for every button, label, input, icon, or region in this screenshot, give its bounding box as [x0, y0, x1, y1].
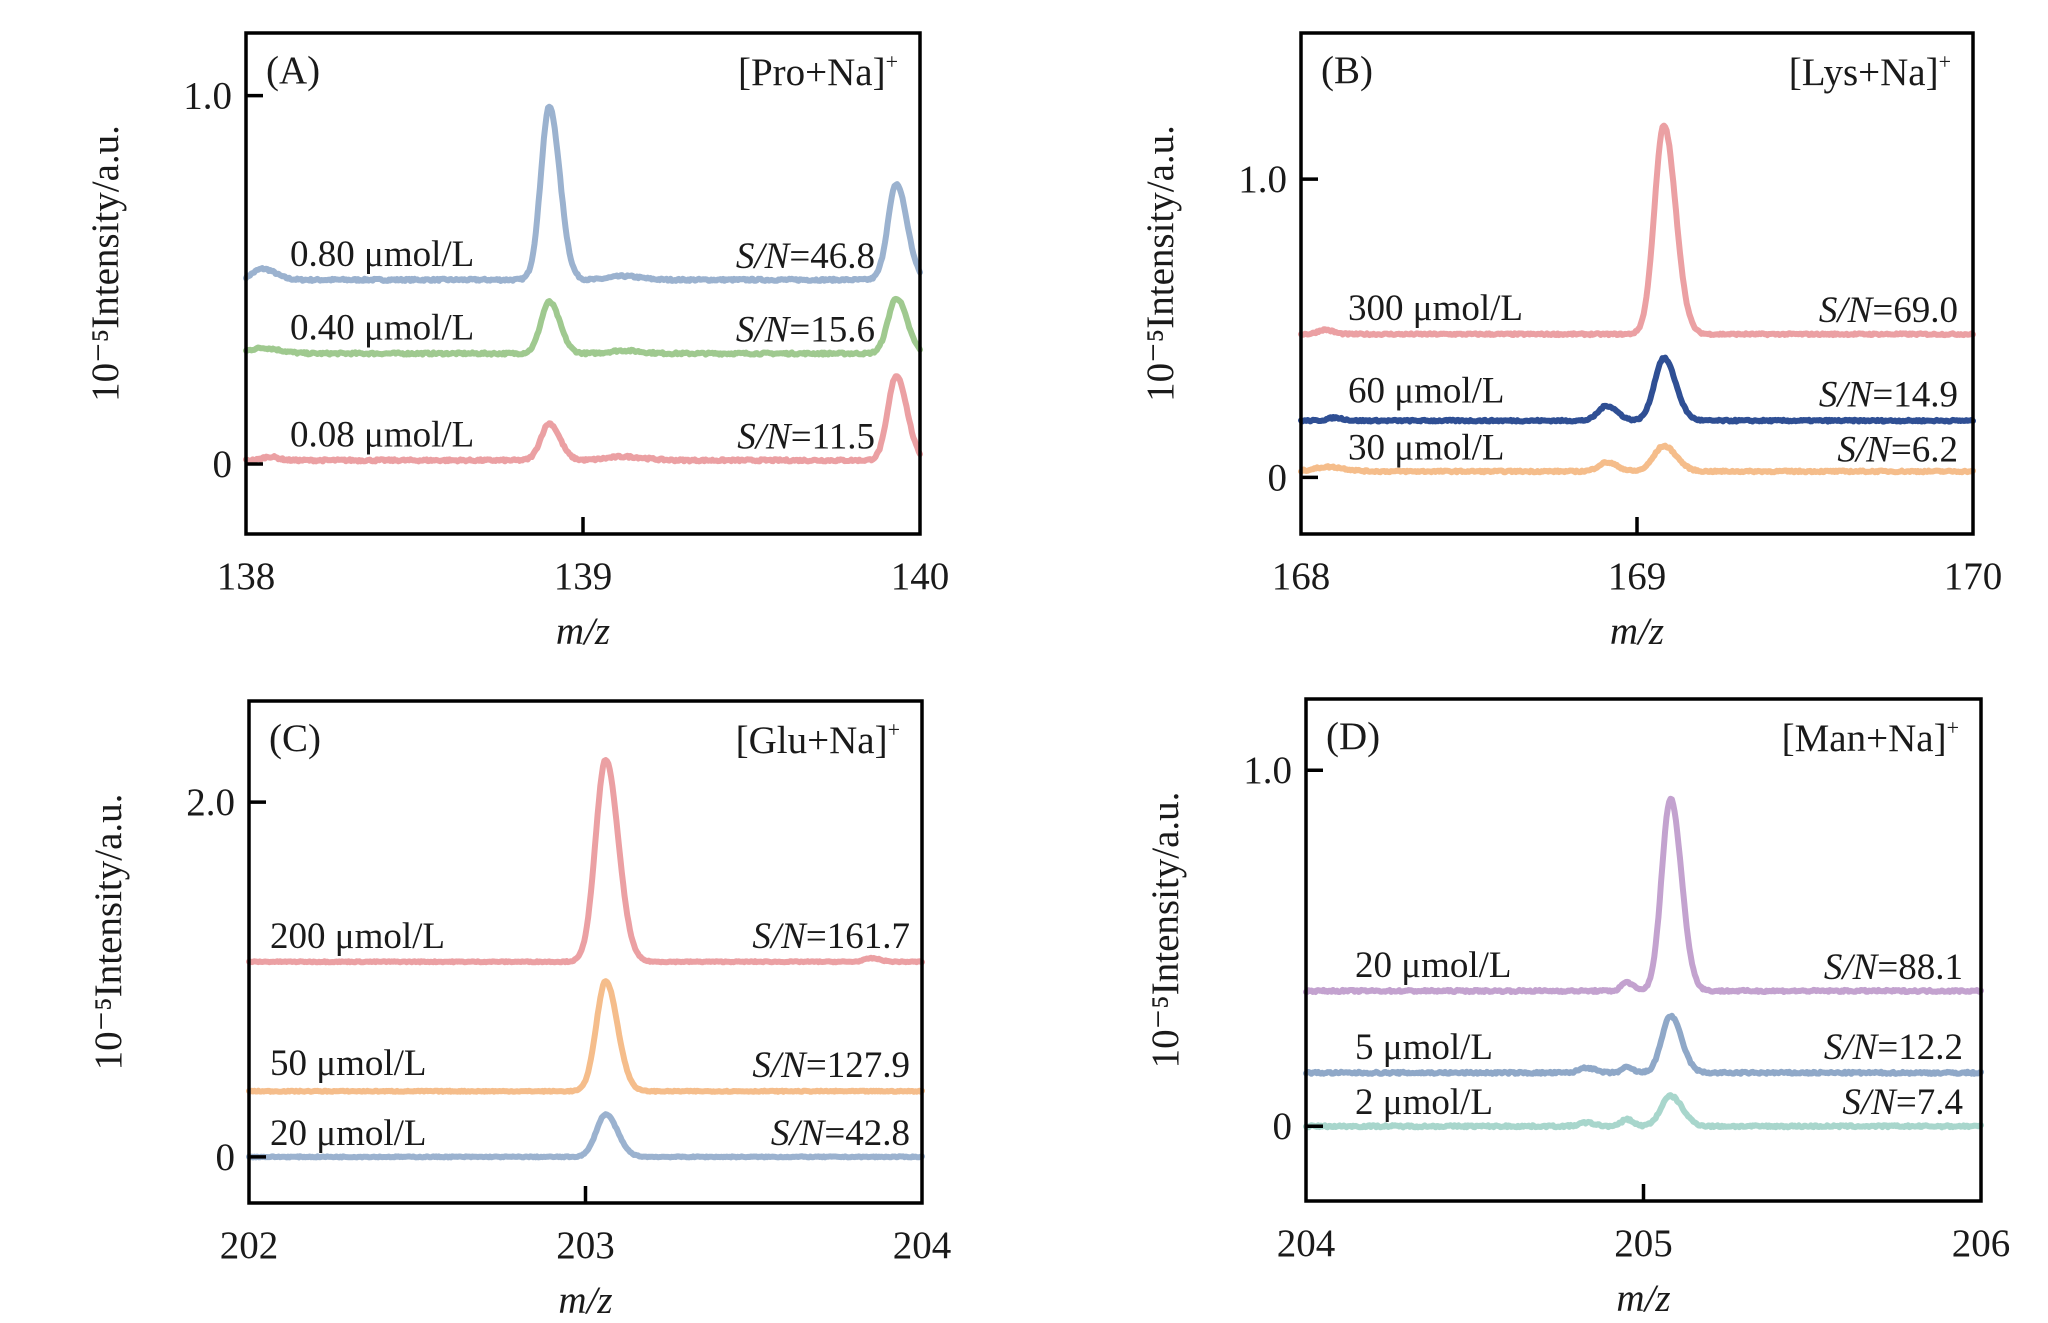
x-tick-label: 140 [891, 555, 950, 598]
ion-label: [Pro+Na]+ [738, 49, 898, 94]
y-axis-title: 10⁻⁵Intensity/a.u. [84, 125, 127, 402]
concentration-label: 300 μmol/L [1348, 288, 1523, 329]
sn-label: S/N=6.2 [1837, 429, 1958, 470]
spectrum-trace [246, 978, 925, 1095]
y-tick-label: 0 [1273, 1105, 1293, 1148]
x-tick-label: 204 [893, 1224, 952, 1267]
x-tick-label: 203 [556, 1224, 615, 1267]
sn-label: S/N=69.0 [1819, 290, 1958, 331]
concentration-label: 5 μmol/L [1355, 1027, 1493, 1068]
concentration-label: 50 μmol/L [270, 1043, 427, 1084]
sn-label: S/N=88.1 [1824, 947, 1963, 988]
panel-letter: (D) [1326, 715, 1380, 758]
x-tick-label: 206 [1952, 1222, 2011, 1265]
concentration-label: 20 μmol/L [270, 1113, 427, 1154]
concentration-label: 30 μmol/L [1348, 427, 1505, 468]
spectrum-trace [1298, 122, 1976, 339]
panel-letter: (A) [266, 49, 320, 92]
spectrum-trace [1303, 1092, 1984, 1131]
sn-label: S/N=127.9 [752, 1045, 910, 1086]
x-tick-label: 169 [1608, 555, 1667, 598]
ion-label: [Man+Na]+ [1782, 715, 1959, 760]
y-tick-label: 1.0 [1243, 749, 1292, 792]
panel-letter: (B) [1321, 49, 1373, 92]
panel-c: 0 2.0 202 203 204 m/z 10⁻⁵Intensity/a.u. (C) [Gl… [87, 699, 952, 1322]
spectrum-trace [1303, 1012, 1984, 1077]
y-tick-label: 0 [216, 1136, 236, 1179]
x-tick-label: 139 [554, 555, 613, 598]
panel-d: 0 1.0 204 205 206 m/z 10⁻⁵Intensity/a.u. (D) [Ma… [1144, 697, 2011, 1320]
ion-label: [Lys+Na]+ [1789, 49, 1951, 94]
y-tick-label: 2.0 [186, 781, 235, 824]
concentration-label: 20 μmol/L [1355, 945, 1512, 986]
y-axis-title: 10⁻⁵Intensity/a.u. [1144, 792, 1187, 1069]
panel-letter: (C) [269, 717, 321, 760]
spectrum-trace [1298, 442, 1976, 476]
y-tick-label: 1.0 [183, 75, 232, 118]
x-tick-label: 138 [217, 555, 276, 598]
x-axis-title: m/z [558, 1279, 612, 1322]
panel-a: 0 1.0 138 139 140 m/z 10⁻⁵Intensity/a.u. (A) [Pr… [84, 31, 950, 653]
panel-b: 0 1.0 168 169 170 m/z 10⁻⁵Intensity/a.u. (B) [Ly… [1139, 31, 2003, 653]
sn-label: S/N=12.2 [1824, 1027, 1963, 1068]
y-axis-title: 10⁻⁵Intensity/a.u. [1139, 125, 1182, 402]
spectrum-trace [246, 757, 925, 966]
sn-label: S/N=15.6 [736, 309, 875, 350]
x-axis-title: m/z [556, 610, 610, 653]
sn-label: S/N=161.7 [752, 916, 910, 957]
spectrum-trace [246, 1111, 925, 1161]
concentration-label: 2 μmol/L [1355, 1082, 1493, 1123]
concentration-label: 200 μmol/L [270, 916, 445, 957]
ion-label: [Glu+Na]+ [736, 717, 900, 762]
x-tick-label: 168 [1272, 555, 1331, 598]
sn-label: S/N=11.5 [737, 416, 875, 457]
concentration-label: 0.80 μmol/L [290, 234, 474, 275]
concentration-label: 0.08 μmol/L [290, 414, 474, 455]
sn-label: S/N=46.8 [736, 236, 875, 277]
sn-label: S/N=7.4 [1842, 1082, 1963, 1123]
sn-label: S/N=42.8 [771, 1113, 910, 1154]
x-axis-title: m/z [1610, 610, 1664, 653]
x-tick-label: 202 [220, 1224, 279, 1267]
x-tick-label: 204 [1277, 1222, 1336, 1265]
x-tick-label: 205 [1614, 1222, 1673, 1265]
spectrum-trace [1303, 795, 1984, 995]
y-tick-label: 0 [213, 443, 233, 486]
concentration-label: 60 μmol/L [1348, 371, 1505, 412]
y-tick-label: 1.0 [1238, 158, 1287, 201]
sn-label: S/N=14.9 [1819, 375, 1958, 416]
concentration-label: 0.40 μmol/L [290, 307, 474, 348]
spectrum-trace [243, 103, 923, 284]
x-axis-title: m/z [1616, 1277, 1670, 1320]
x-tick-label: 170 [1944, 555, 2003, 598]
spectrum-trace [243, 295, 923, 358]
spectrum-trace [243, 373, 923, 465]
y-axis-title: 10⁻⁵Intensity/a.u. [87, 794, 130, 1071]
y-tick-label: 0 [1268, 456, 1288, 499]
spectrum-trace [1298, 354, 1976, 425]
